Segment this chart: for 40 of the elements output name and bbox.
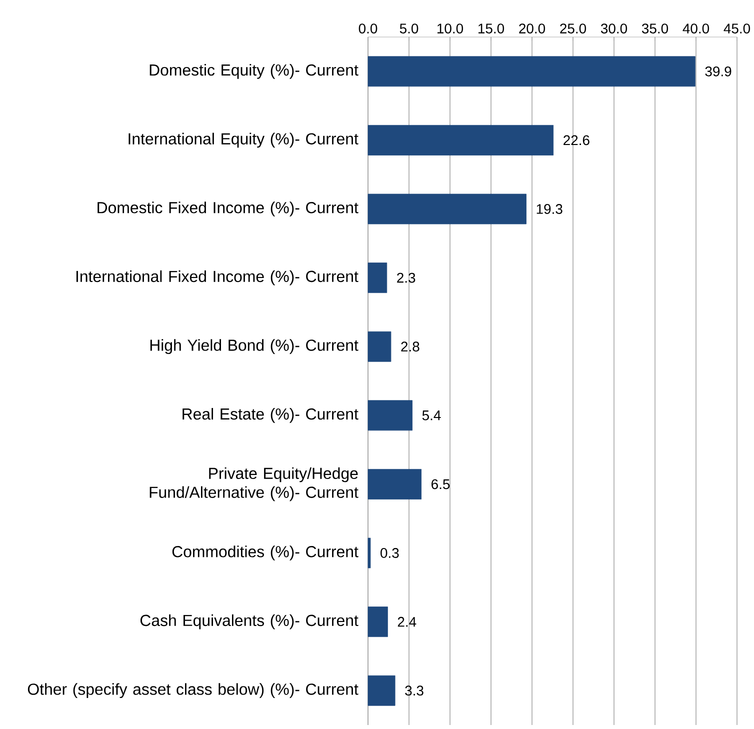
data-label: 5.4 <box>422 410 441 420</box>
data-label: 3.3 <box>405 686 424 696</box>
y-tick-label: Private Equity/Hedge Fund/Alternative (%)- Current <box>150 467 358 502</box>
data-label: 2.3 <box>397 272 416 283</box>
y-tick-label: Real Estate (%)- Current <box>182 408 358 423</box>
bar <box>368 538 371 568</box>
data-label: 22.6 <box>564 135 590 146</box>
data-label: 39.9 <box>705 66 732 76</box>
x-tick-label: 15.0 <box>478 24 504 34</box>
x-tick-label: 10.0 <box>437 24 464 34</box>
x-tick-label: 45.0 <box>724 24 750 34</box>
data-label: 2.4 <box>398 616 416 627</box>
x-tick-label: 35.0 <box>642 24 668 34</box>
y-tick-label: Other (specify asset class below) (%)- Current <box>28 683 358 698</box>
bar <box>368 56 696 87</box>
y-tick-label: International Fixed Income (%)- Current <box>76 270 358 286</box>
x-tick-label: 40.0 <box>682 24 710 34</box>
y-tick-label: Cash Equivalents (%)- Current <box>140 614 358 630</box>
x-tick-label: 25.0 <box>560 24 586 34</box>
x-tick-label: 5.0 <box>400 24 418 34</box>
x-tick-label: 20.0 <box>519 24 546 34</box>
bar <box>368 469 422 500</box>
data-label: 19.3 <box>536 204 562 214</box>
bar <box>368 675 396 706</box>
data-label: 6.5 <box>432 479 450 490</box>
y-tick-label: High Yield Bond (%)- Current <box>150 339 358 354</box>
bar <box>368 331 392 362</box>
data-label: 0.3 <box>380 548 399 558</box>
bar <box>368 194 526 224</box>
bar <box>368 125 554 156</box>
bar <box>368 262 388 294</box>
x-tick-label: 30.0 <box>600 24 628 34</box>
y-tick-label: Domestic Fixed Income (%)- Current <box>98 202 358 216</box>
y-tick-label: Commodities (%)- Current <box>172 546 358 560</box>
bar <box>368 400 412 431</box>
y-tick-label: Domestic Equity (%)- Current <box>150 64 358 79</box>
y-tick-label: International Equity (%)- Current <box>128 132 358 148</box>
bar <box>368 606 388 638</box>
x-tick-label: 0.0 <box>358 24 378 34</box>
data-label: 2.8 <box>401 342 420 352</box>
